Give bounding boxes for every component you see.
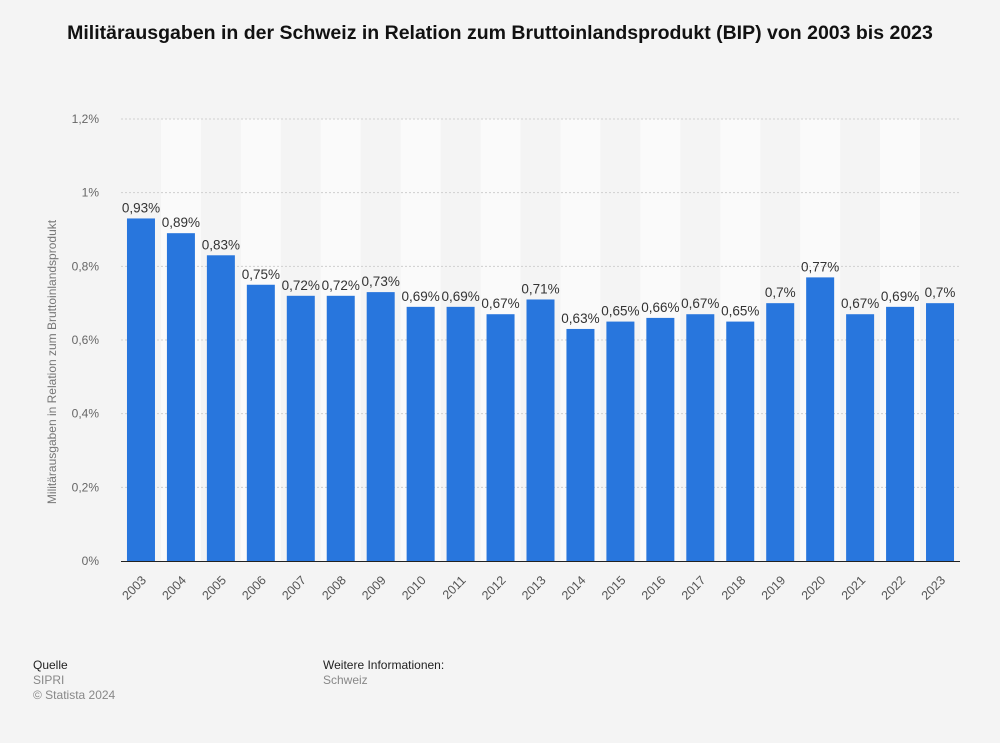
data-label: 0,72% xyxy=(322,278,360,293)
source-link[interactable]: SIPRI xyxy=(33,673,65,687)
bar[interactable] xyxy=(726,321,755,561)
data-label: 0,65% xyxy=(721,304,759,319)
bar[interactable] xyxy=(286,295,315,561)
bar[interactable] xyxy=(606,321,635,561)
x-tick-label: 2021 xyxy=(839,573,869,603)
bar[interactable] xyxy=(646,317,675,561)
data-label: 0,69% xyxy=(402,289,440,304)
x-tick-label: 2013 xyxy=(519,573,549,603)
bar[interactable] xyxy=(366,292,395,561)
data-label: 0,69% xyxy=(441,289,479,304)
bar[interactable] xyxy=(406,306,435,561)
data-label: 0,7% xyxy=(925,285,956,300)
data-label: 0,65% xyxy=(601,304,639,319)
bar[interactable] xyxy=(686,314,715,561)
y-tick-label: 0,8% xyxy=(72,259,100,273)
x-tick-label: 2008 xyxy=(319,573,349,603)
data-labels: 0,93%0,89%0,83%0,75%0,72% 0,72% 0,73%0,69%… xyxy=(122,200,956,326)
data-label: 0,75% xyxy=(242,267,280,282)
bar[interactable] xyxy=(126,218,155,561)
y-axis-ticks: 0% 0,2% 0,4% 0,6% 0,8% 1% 1,2% xyxy=(72,112,100,568)
x-tick-label: 2014 xyxy=(559,573,589,603)
data-label: 0,73% xyxy=(362,274,400,289)
data-label: 0,93% xyxy=(122,200,160,215)
data-label: 0,67% xyxy=(481,296,519,311)
data-label: 0,89% xyxy=(162,215,200,230)
bar[interactable] xyxy=(206,255,235,562)
y-tick-label: 0,2% xyxy=(72,480,100,494)
chart-title: Militärausgaben in der Schweiz in Relati… xyxy=(67,22,933,44)
data-label: 0,67% xyxy=(841,296,879,311)
bar[interactable] xyxy=(166,233,195,561)
bar[interactable] xyxy=(926,303,955,561)
x-tick-label: 2012 xyxy=(479,573,509,603)
x-tick-label: 2020 xyxy=(799,573,829,603)
x-tick-label: 2004 xyxy=(159,573,189,603)
copyright: © Statista 2024 xyxy=(33,688,116,702)
data-label: 0,72% xyxy=(282,278,320,293)
bar-chart: 0% 0,2% 0,4% 0,6% 0,8% 1% 1,2% 0,93%0,89%0,83%… xyxy=(45,112,960,603)
bar[interactable] xyxy=(246,284,275,561)
data-label: 0,69% xyxy=(881,289,919,304)
data-label: 0,83% xyxy=(202,237,240,252)
x-tick-label: 2010 xyxy=(399,573,429,603)
bar[interactable] xyxy=(446,306,475,561)
y-tick-label: 0,4% xyxy=(72,407,100,421)
info-link[interactable]: Schweiz xyxy=(323,673,368,687)
y-tick-label: 0,6% xyxy=(72,333,100,347)
x-tick-label: 2022 xyxy=(879,573,909,603)
data-label: 0,67% xyxy=(681,296,719,311)
x-tick-label: 2018 xyxy=(719,573,749,603)
data-label: 0,71% xyxy=(521,281,559,296)
x-tick-label: 2016 xyxy=(639,573,669,603)
y-tick-label: 0% xyxy=(82,554,100,568)
x-tick-label: 2005 xyxy=(199,573,229,603)
data-label: 0,7% xyxy=(765,285,796,300)
bar[interactable] xyxy=(766,303,795,561)
bar[interactable] xyxy=(846,314,875,561)
bar[interactable] xyxy=(526,299,555,561)
bar[interactable] xyxy=(566,328,595,561)
y-tick-label: 1,2% xyxy=(72,112,100,126)
data-label: 0,63% xyxy=(561,311,599,326)
x-tick-label: 2017 xyxy=(679,573,709,603)
x-axis-ticks: 2003 2004 2005 2006 2007 2008 2009 2010 2011 2012… xyxy=(120,573,949,603)
data-label: 0,66% xyxy=(641,300,679,315)
footer-source: Quelle SIPRI © Statista 2024 xyxy=(33,658,115,703)
x-tick-label: 2011 xyxy=(440,573,469,602)
bars xyxy=(126,218,955,562)
x-tick-label: 2023 xyxy=(919,573,949,603)
x-tick-label: 2007 xyxy=(279,573,309,603)
source-heading: Quelle xyxy=(33,658,68,672)
bar[interactable] xyxy=(326,295,355,561)
y-axis-label: Militärausgaben in Relation zum Bruttoin… xyxy=(45,219,59,504)
data-label: 0,77% xyxy=(801,259,839,274)
info-heading: Weitere Informationen: xyxy=(323,658,445,672)
bar[interactable] xyxy=(886,306,915,561)
footer-info: Weitere Informationen: Schweiz xyxy=(323,658,444,688)
x-tick-label: 2015 xyxy=(599,573,629,603)
x-tick-label: 2006 xyxy=(239,573,269,603)
x-tick-label: 2019 xyxy=(759,573,789,603)
y-tick-label: 1% xyxy=(82,186,100,200)
x-tick-label: 2009 xyxy=(359,573,389,603)
bar[interactable] xyxy=(486,314,515,561)
x-tick-label: 2003 xyxy=(120,573,150,603)
bar[interactable] xyxy=(806,277,835,561)
